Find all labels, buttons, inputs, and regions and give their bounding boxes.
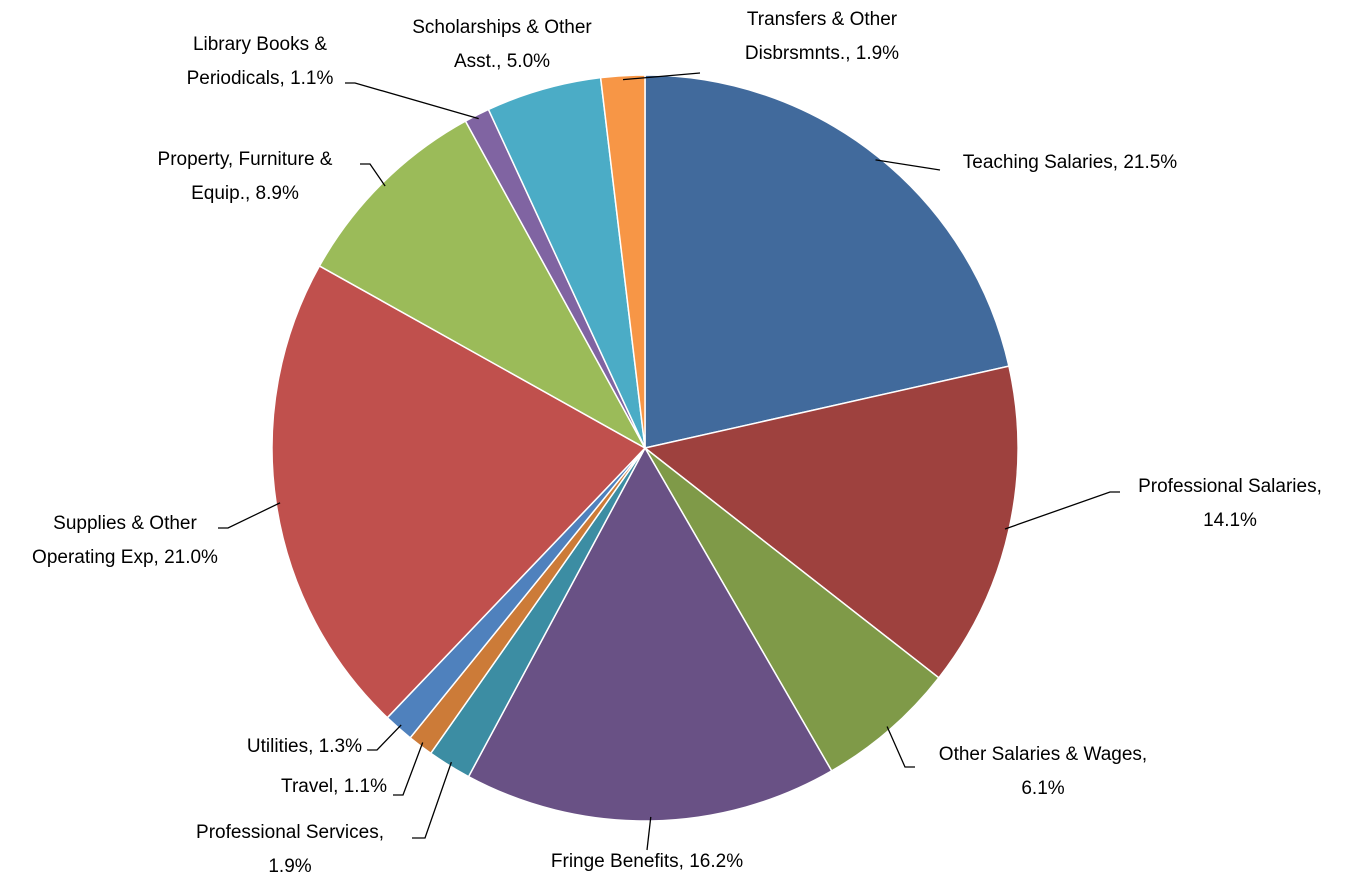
data-label: Supplies & Other xyxy=(53,513,197,534)
leader-line xyxy=(412,761,452,839)
data-label: Property, Furniture & xyxy=(158,149,333,170)
pie-slice xyxy=(318,120,647,450)
data-label: Professional Services, xyxy=(196,822,384,843)
leader-line xyxy=(345,82,479,120)
data-label: Disbrsmnts., 1.9% xyxy=(745,43,899,64)
data-label: 14.1% xyxy=(1203,510,1257,531)
leader-line xyxy=(218,502,281,529)
pie-slice xyxy=(271,264,647,719)
pie-slice xyxy=(644,74,1010,449)
leader-line xyxy=(367,724,402,751)
data-label: Scholarships & Other xyxy=(412,17,592,38)
data-label: Other Salaries & Wages, xyxy=(939,744,1147,765)
data-label: Teaching Salaries, 21.5% xyxy=(963,152,1178,173)
leader-line xyxy=(622,72,701,81)
data-label: Professional Salaries, xyxy=(1138,476,1322,497)
leader-line xyxy=(1004,491,1120,530)
leader-line xyxy=(646,816,652,851)
leader-line xyxy=(886,726,915,768)
data-label: Travel, 1.1% xyxy=(281,776,387,797)
data-label: Transfers & Other xyxy=(747,9,898,30)
data-label: 1.9% xyxy=(268,856,311,877)
leader-line xyxy=(393,742,424,796)
data-label: Fringe Benefits, 16.2% xyxy=(551,851,743,872)
data-label: Asst., 5.0% xyxy=(454,51,550,72)
data-label: Utilities, 1.3% xyxy=(247,736,362,757)
pie-slice xyxy=(644,447,940,772)
data-label: Equip., 8.9% xyxy=(191,183,299,204)
data-label: Operating Exp, 21.0% xyxy=(32,547,218,568)
pie-slice xyxy=(643,365,1019,679)
leader-line xyxy=(360,163,386,187)
data-label: Library Books & xyxy=(193,34,327,55)
data-label: 6.1% xyxy=(1021,778,1064,799)
pie-slice xyxy=(599,74,646,449)
data-label: Periodicals, 1.1% xyxy=(187,68,334,89)
leader-line xyxy=(875,159,941,171)
